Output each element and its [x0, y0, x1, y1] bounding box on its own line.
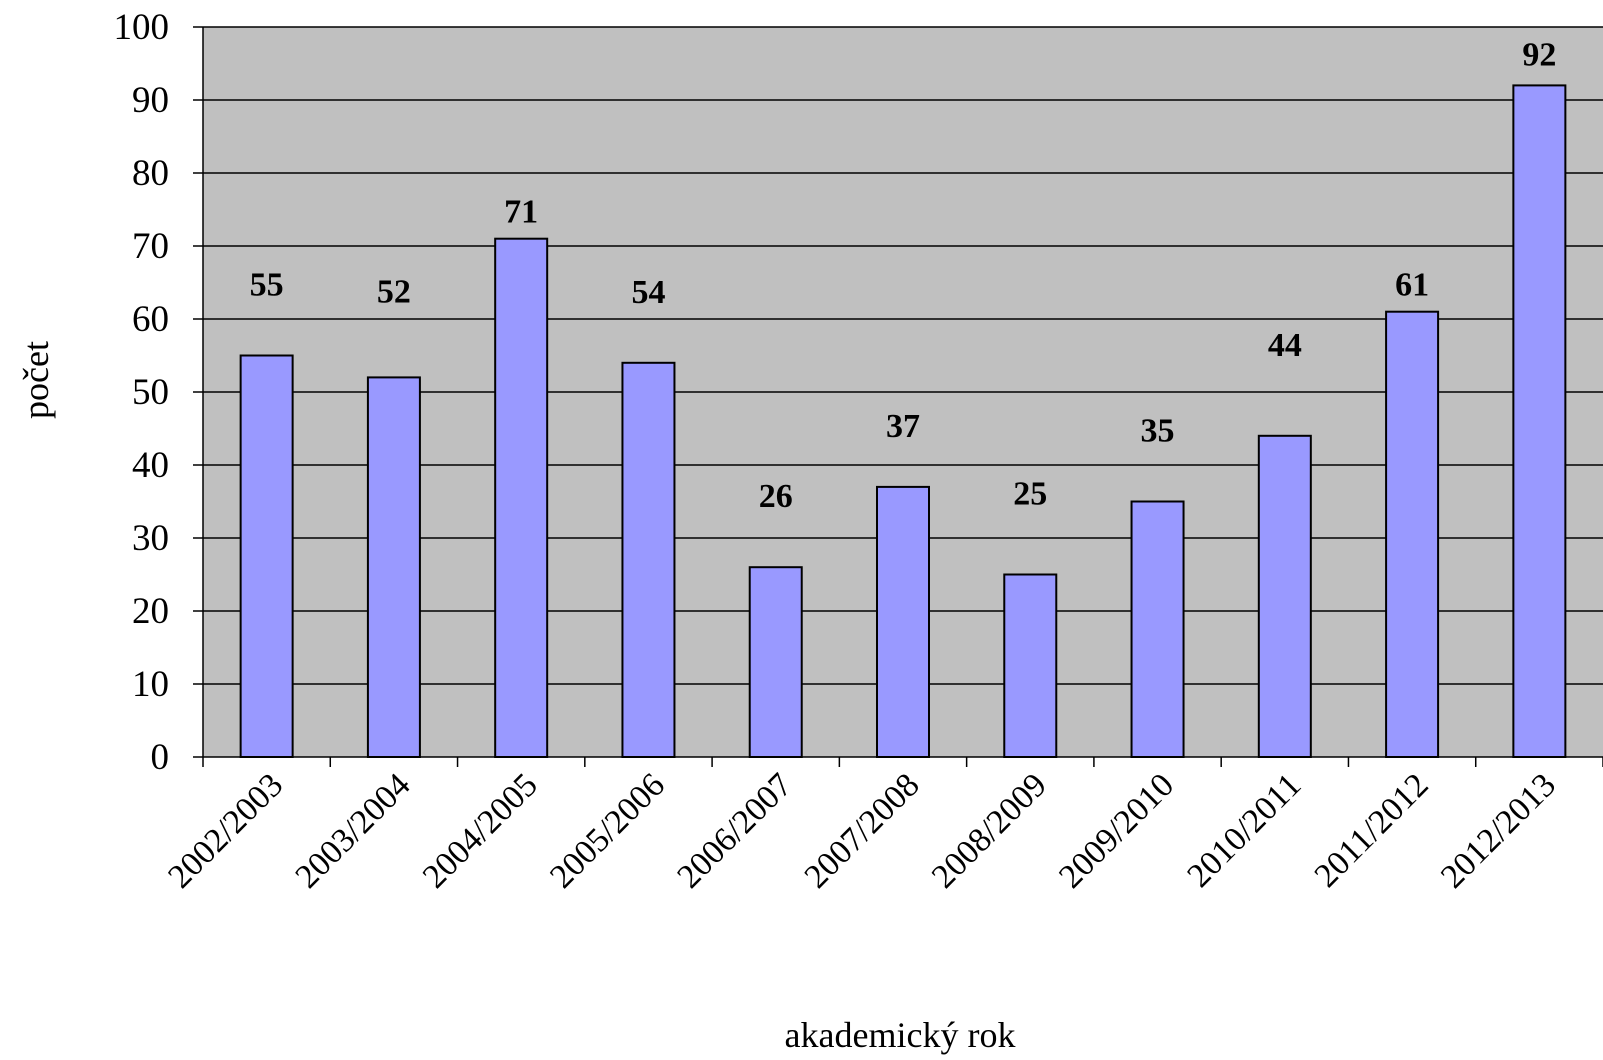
- y-tick-labels: 0 10 20 30 40 50 60 70 80 90 100: [114, 7, 203, 778]
- y-tick-label: 50: [132, 372, 169, 413]
- y-tick-label: 10: [132, 664, 169, 705]
- x-axis-title: akademický rok: [785, 1015, 1016, 1055]
- y-tick-label: 100: [114, 7, 170, 48]
- data-label: 92: [1522, 36, 1556, 73]
- bar: [1130, 500, 1185, 758]
- bar: [748, 566, 803, 759]
- x-tick-label: 2012/2013: [1434, 766, 1563, 895]
- bar: [366, 376, 421, 758]
- x-tick-label: 2005/2006: [543, 766, 672, 895]
- x-tick-labels: 2002/20032003/20042004/20052005/20062006…: [161, 766, 1563, 895]
- bar: [494, 237, 549, 758]
- x-tick-label: 2006/2007: [670, 766, 799, 895]
- y-tick-label: 90: [132, 80, 169, 121]
- data-label: 25: [1013, 476, 1047, 513]
- y-tick-label: 60: [132, 299, 169, 340]
- data-labels: 55 52 71 54 26 37 25 35 44 61 92: [250, 36, 1557, 515]
- data-label: 55: [250, 267, 284, 304]
- data-label: 37: [886, 408, 920, 445]
- y-tick-label: 30: [132, 518, 169, 559]
- x-tick-label: 2004/2005: [416, 766, 545, 895]
- y-axis-title: počet: [16, 341, 56, 419]
- bar: [621, 361, 676, 758]
- data-label: 52: [377, 273, 411, 310]
- x-tick-label: 2008/2009: [925, 766, 1054, 895]
- bar: [876, 485, 930, 758]
- bar: [239, 354, 294, 758]
- bar: [1385, 310, 1440, 758]
- data-label: 61: [1395, 267, 1429, 304]
- x-tick-label: 2007/2008: [798, 766, 927, 895]
- y-tick-label: 20: [132, 591, 169, 632]
- data-label: 54: [631, 274, 665, 311]
- x-tick-label: 2011/2012: [1308, 766, 1436, 894]
- x-tick-label: 2003/2004: [289, 766, 418, 895]
- x-tick-label: 2009/2010: [1052, 766, 1181, 895]
- x-tick-label: 2010/2011: [1180, 766, 1308, 894]
- data-label: 44: [1268, 327, 1302, 364]
- y-tick-label: 70: [132, 226, 169, 267]
- y-tick-label: 0: [151, 737, 170, 778]
- data-label: 71: [504, 194, 538, 231]
- bar: [1257, 434, 1312, 758]
- y-tick-label: 80: [132, 153, 169, 194]
- data-label: 35: [1141, 413, 1175, 450]
- x-tick-label: 2002/2003: [161, 766, 290, 895]
- bar: [1512, 84, 1567, 758]
- bar: [1003, 573, 1058, 758]
- y-tick-label: 40: [132, 445, 169, 486]
- bars: [239, 84, 1567, 759]
- data-label: 26: [759, 478, 793, 515]
